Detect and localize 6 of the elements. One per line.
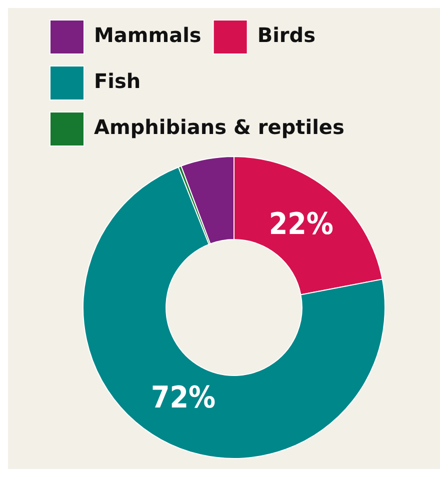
data-label: 22% (268, 207, 334, 242)
legend-label: Amphibians & reptiles (94, 115, 344, 140)
legend-label: Birds (257, 23, 316, 48)
data-label: 72% (150, 380, 216, 416)
legend-label: Fish (94, 69, 141, 94)
legend-label: Mammals (94, 23, 202, 48)
